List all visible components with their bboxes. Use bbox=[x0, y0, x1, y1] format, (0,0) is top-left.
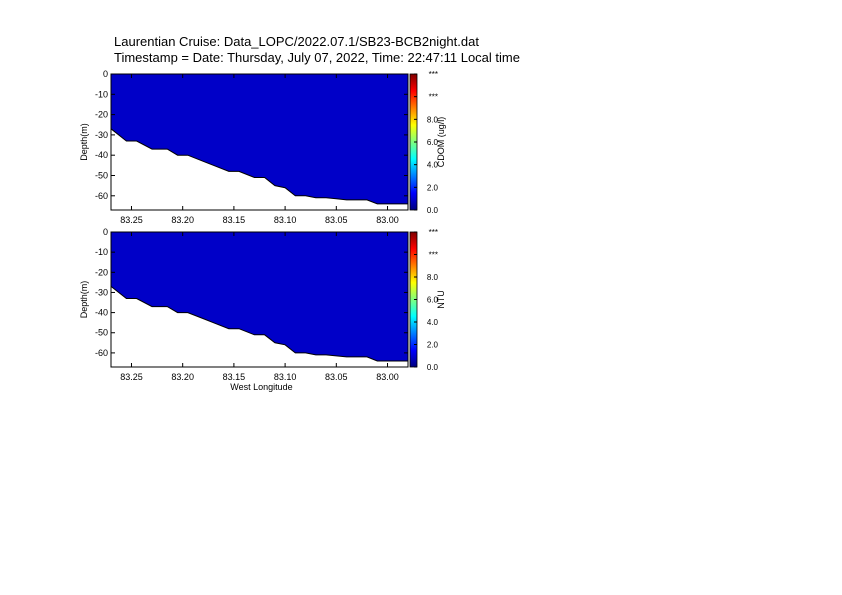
y-tick-label: -50 bbox=[95, 328, 108, 338]
x-tick-label: 83.25 bbox=[120, 372, 143, 382]
x-tick-label: 83.15 bbox=[223, 372, 246, 382]
colorbar-tick-label: 0.0 bbox=[427, 363, 439, 372]
colorbar-tick-label: 2.0 bbox=[427, 183, 439, 192]
colorbar-tick-label: 4.0 bbox=[427, 318, 439, 327]
x-tick-label: 83.20 bbox=[171, 215, 194, 225]
colorbar-tick-label: 6.0 bbox=[427, 138, 439, 147]
y-tick-label: -20 bbox=[95, 110, 108, 120]
x-tick-label: 83.25 bbox=[120, 215, 143, 225]
y-tick-label: -40 bbox=[95, 150, 108, 160]
y-tick-label: -40 bbox=[95, 308, 108, 318]
x-tick-label: 83.05 bbox=[325, 372, 348, 382]
colorbar-tick-label: 0.0 bbox=[427, 206, 439, 215]
colorbar-tick-label: 2.0 bbox=[427, 341, 439, 350]
y-tick-label: -30 bbox=[95, 287, 108, 297]
colorbar-tick-label: *** bbox=[429, 228, 438, 237]
colorbar-label: NTU bbox=[436, 290, 446, 309]
colorbar-label: CDOM (ug/l) bbox=[436, 117, 446, 168]
colorbar-tick-label: 4.0 bbox=[427, 161, 439, 170]
title-line-1: Laurentian Cruise: Data_LOPC/2022.07.1/S… bbox=[114, 34, 479, 49]
colorbar-tick-label: 6.0 bbox=[427, 296, 439, 305]
bottom-profile-line bbox=[110, 128, 408, 205]
x-axis-label: West Longitude bbox=[230, 382, 292, 392]
colorbar-tick-label: *** bbox=[429, 70, 438, 79]
data-fill bbox=[111, 74, 408, 204]
y-tick-label: -30 bbox=[95, 130, 108, 140]
title-line-2: Timestamp = Date: Thursday, July 07, 202… bbox=[114, 50, 520, 65]
colorbar-tick-label: *** bbox=[429, 93, 438, 102]
y-tick-label: -60 bbox=[95, 348, 108, 358]
colorbar-tick-label: 8.0 bbox=[427, 273, 439, 282]
bottom-profile-line bbox=[110, 286, 408, 362]
y-tick-label: 0 bbox=[103, 227, 108, 237]
colorbar-tick-label: 8.0 bbox=[427, 115, 439, 124]
x-tick-label: 83.00 bbox=[376, 372, 399, 382]
y-tick-label: -10 bbox=[95, 89, 108, 99]
y-tick-label: 0 bbox=[103, 69, 108, 79]
chart-panel-2: 83.25 83.20 83.15 83.10 83.05 83.00 0 -10 -20 -30… bbox=[79, 227, 446, 392]
x-tick-label: 83.15 bbox=[223, 215, 246, 225]
y-axis-label: Depth(m) bbox=[79, 123, 89, 161]
x-tick-label: 83.10 bbox=[274, 215, 297, 225]
y-tick-label: -10 bbox=[95, 247, 108, 257]
x-tick-label: 83.10 bbox=[274, 372, 297, 382]
plot-frame bbox=[110, 73, 409, 211]
x-tick-label: 83.00 bbox=[376, 215, 399, 225]
y-tick-label: -50 bbox=[95, 170, 108, 180]
data-fill bbox=[111, 232, 408, 361]
x-tick-label: 83.20 bbox=[171, 372, 194, 382]
y-tick-label: -60 bbox=[95, 191, 108, 201]
plot-frame bbox=[110, 231, 409, 368]
y-axis-label: Depth(m) bbox=[79, 281, 89, 319]
x-tick-label: 83.05 bbox=[325, 215, 348, 225]
colorbar-tick-label: *** bbox=[429, 251, 438, 260]
chart-panel-1: 83.25 83.20 83.15 83.10 83.05 83.00 0 -10 -20 -30… bbox=[79, 69, 446, 225]
y-tick-label: -20 bbox=[95, 267, 108, 277]
